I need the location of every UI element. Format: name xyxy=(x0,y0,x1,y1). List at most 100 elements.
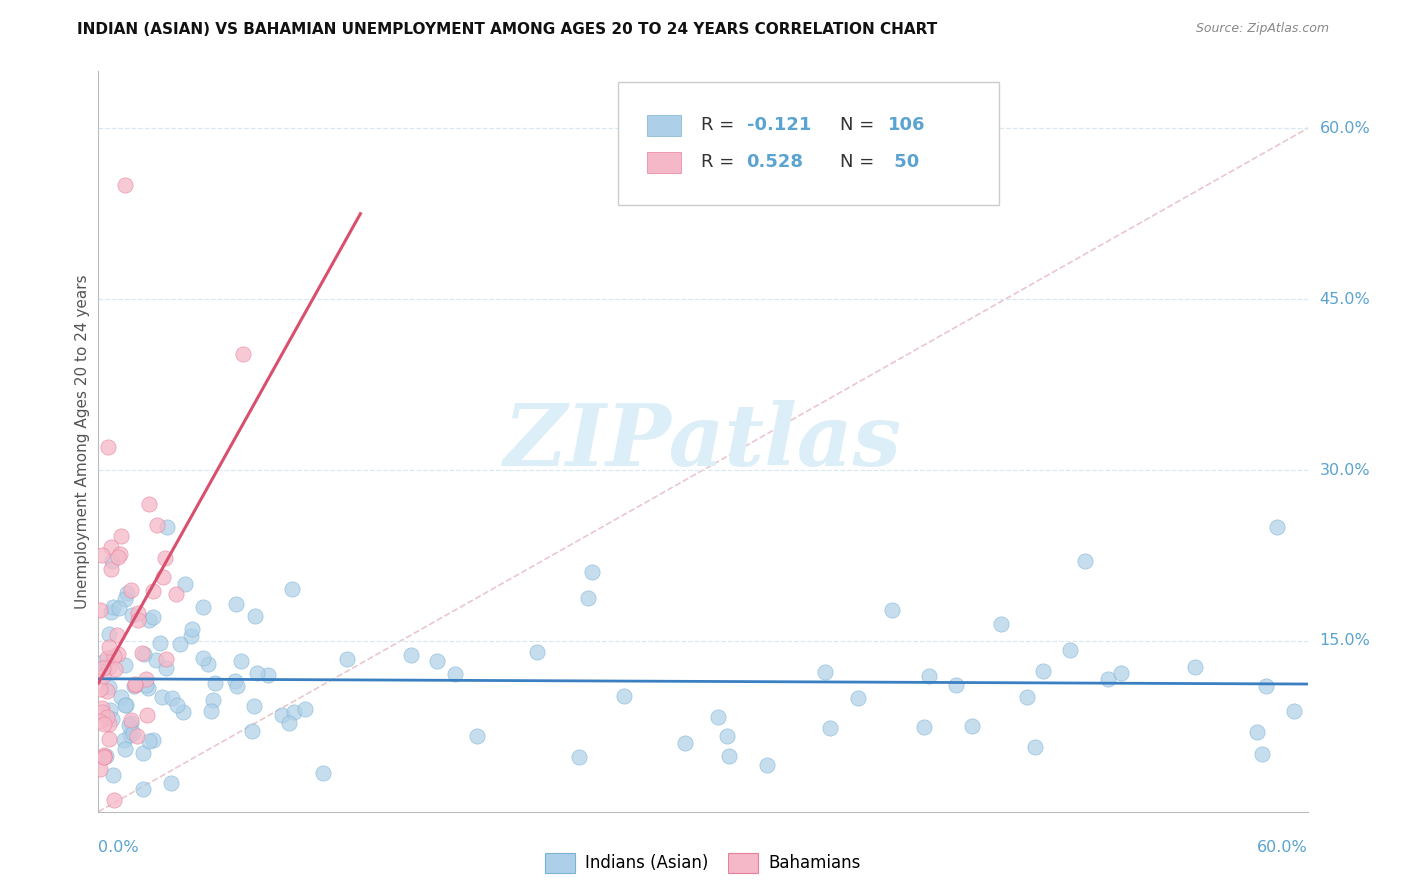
Point xyxy=(155,551,177,566)
Point xyxy=(93,748,115,763)
Point xyxy=(1184,660,1206,674)
Point xyxy=(1109,665,1132,680)
Point xyxy=(127,729,149,743)
Point xyxy=(568,750,591,764)
Point xyxy=(717,749,740,764)
Point xyxy=(89,602,111,616)
Point xyxy=(990,617,1012,632)
Point xyxy=(193,651,215,665)
FancyBboxPatch shape xyxy=(647,115,682,136)
Point xyxy=(118,718,141,732)
Point xyxy=(101,712,124,726)
Point xyxy=(114,657,136,672)
Point xyxy=(1267,520,1289,534)
Point xyxy=(945,677,967,691)
Point xyxy=(155,661,177,675)
Point xyxy=(103,793,125,807)
Point xyxy=(110,690,132,704)
Point xyxy=(399,648,422,663)
Point xyxy=(122,679,145,693)
Point xyxy=(169,637,191,651)
Point xyxy=(311,766,333,780)
Point xyxy=(114,698,136,713)
Point xyxy=(121,607,143,622)
Point xyxy=(918,669,941,683)
Point xyxy=(117,585,139,599)
Point xyxy=(336,652,359,666)
Point xyxy=(96,684,118,698)
Y-axis label: Unemployment Among Ages 20 to 24 years: Unemployment Among Ages 20 to 24 years xyxy=(75,274,90,609)
Text: INDIAN (ASIAN) VS BAHAMIAN UNEMPLOYMENT AMONG AGES 20 TO 24 YEARS CORRELATION CH: INDIAN (ASIAN) VS BAHAMIAN UNEMPLOYMENT … xyxy=(77,22,938,37)
Point xyxy=(114,591,136,606)
Point xyxy=(108,547,131,561)
Point xyxy=(576,591,599,606)
Point xyxy=(846,691,869,706)
Point xyxy=(880,603,903,617)
Point xyxy=(166,698,188,712)
Point xyxy=(149,636,172,650)
Point xyxy=(283,705,305,719)
Point xyxy=(93,749,115,764)
Point xyxy=(97,440,120,454)
Point xyxy=(97,640,120,655)
Point xyxy=(200,704,222,718)
Text: ZIPatlas: ZIPatlas xyxy=(503,400,903,483)
Point xyxy=(120,716,142,731)
Point xyxy=(91,705,114,719)
Text: -0.121: -0.121 xyxy=(747,117,811,135)
Text: 60.0%: 60.0% xyxy=(1320,120,1371,136)
Point xyxy=(114,698,136,712)
Point xyxy=(98,703,121,717)
Point xyxy=(135,673,157,687)
Text: 0.0%: 0.0% xyxy=(98,840,139,855)
Point xyxy=(132,781,155,796)
Point xyxy=(1254,679,1277,693)
Point xyxy=(91,669,114,683)
Point xyxy=(231,654,253,668)
Point xyxy=(122,726,145,740)
Point xyxy=(98,731,121,746)
Point xyxy=(271,707,294,722)
Point xyxy=(110,529,132,543)
Point xyxy=(94,748,117,763)
Point xyxy=(100,540,122,554)
Point xyxy=(257,668,280,682)
Point xyxy=(124,677,146,691)
Point xyxy=(136,681,159,695)
Point xyxy=(98,680,121,694)
Text: 30.0%: 30.0% xyxy=(1320,463,1371,477)
Point xyxy=(173,577,195,591)
Point xyxy=(93,717,115,731)
Point xyxy=(172,705,194,719)
Point xyxy=(124,678,146,692)
Point xyxy=(89,762,111,776)
Point xyxy=(104,662,127,676)
Point xyxy=(135,678,157,692)
Point xyxy=(526,645,548,659)
Point xyxy=(100,605,122,619)
Point xyxy=(226,679,249,693)
Point xyxy=(225,597,247,611)
Text: N =: N = xyxy=(839,153,880,171)
Point xyxy=(107,647,129,661)
Point xyxy=(465,729,488,743)
Point xyxy=(94,659,117,673)
Text: Source: ZipAtlas.com: Source: ZipAtlas.com xyxy=(1195,22,1329,36)
Point xyxy=(103,768,125,782)
Text: 106: 106 xyxy=(889,117,925,135)
Point xyxy=(107,550,129,565)
Point xyxy=(707,710,730,724)
Point xyxy=(162,690,184,705)
Point xyxy=(1251,747,1274,761)
Point xyxy=(1097,673,1119,687)
Point xyxy=(197,657,219,672)
Point xyxy=(127,613,149,627)
Point xyxy=(89,681,111,696)
Point xyxy=(100,562,122,576)
Point xyxy=(240,724,263,739)
Legend: Indians (Asian), Bahamians: Indians (Asian), Bahamians xyxy=(538,847,868,880)
Point xyxy=(138,613,160,627)
Text: 45.0%: 45.0% xyxy=(1320,292,1371,307)
Point xyxy=(1059,642,1081,657)
Point xyxy=(165,587,187,601)
